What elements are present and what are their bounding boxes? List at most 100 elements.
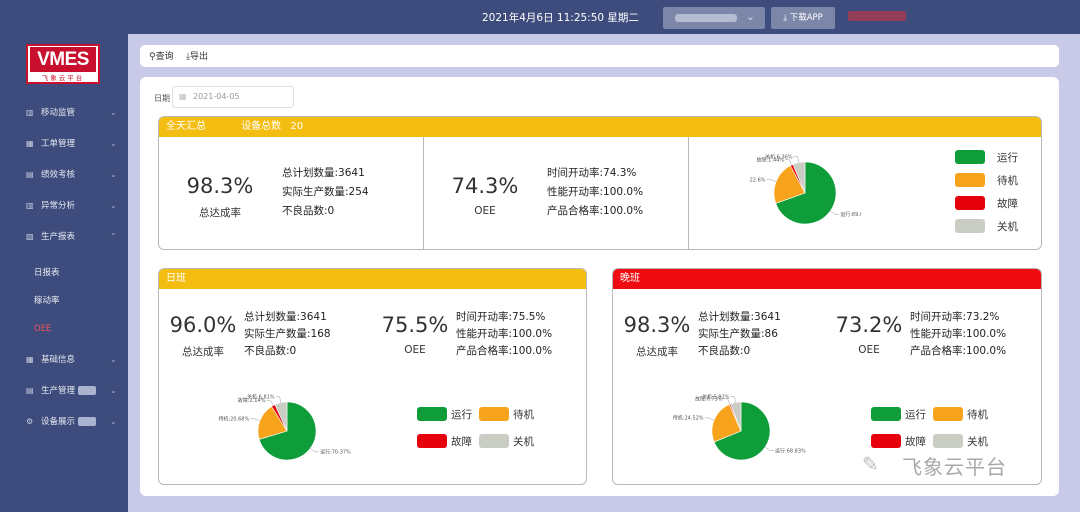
legend-swatch-running [417, 407, 447, 421]
legend-off: 关机 [967, 436, 988, 448]
legend-off: 关机 [997, 221, 1018, 233]
pie-label-off: 关机:6.81% [247, 394, 275, 401]
chevron-down-icon: ⌄ [110, 201, 117, 210]
legend-standby: 待机 [967, 409, 988, 421]
pie-leader-line [793, 156, 800, 163]
sidebar-item-device-display[interactable]: ⚙ 设备展示 ⌄ [0, 410, 128, 434]
pie-label-fault: 故障:2.14% [238, 397, 266, 404]
pie-leader-line [275, 396, 282, 403]
sidebar-item-production-report[interactable]: ▧ 生产报表 ⌃ [0, 225, 128, 249]
datetime-display: 2021年4月6日 11:25:50 星期二 [482, 12, 639, 24]
pie-slice-standby [773, 165, 806, 204]
sidebar-item-label: 生产管理 [41, 386, 76, 396]
legend-running: 运行 [905, 409, 926, 421]
query-label: 查询 [155, 52, 174, 62]
pie-label-running: 运行:70.37% [320, 449, 351, 456]
legend-swatch-standby [933, 407, 963, 421]
sidebar-subitem-utilization[interactable]: 稼动率 [34, 296, 60, 306]
completion-rate: 98.3% [623, 313, 691, 337]
pie-label-running: 运行:69.6% [840, 211, 861, 218]
legend-swatch-off [479, 434, 509, 448]
planned-quantity: 总计划数量:3641 [244, 311, 327, 323]
pie-leader-line [830, 210, 840, 215]
pie-leader-line [723, 398, 731, 405]
oee-label: OEE [404, 344, 426, 356]
download-app-label: 下载APP [789, 13, 823, 23]
legend-fault: 故障 [905, 436, 926, 448]
legend-swatch-standby [479, 407, 509, 421]
pie-leader-line [266, 399, 274, 406]
legend-swatch-running [955, 150, 985, 164]
legend-running: 运行 [451, 409, 472, 421]
sidebar-item-basic-info[interactable]: ▦ 基础信息 ⌄ [0, 348, 128, 372]
chevron-down-icon: ⌄ [110, 386, 117, 395]
oee-value: 73.2% [835, 313, 903, 337]
sidebar-item-anomaly[interactable]: ▥ 异常分析 ⌄ [0, 194, 128, 218]
legend-swatch-fault [417, 434, 447, 448]
date-value: 2021-04-05 [193, 92, 240, 101]
time-utilization-rate: 时间开动率:75.5% [456, 311, 546, 323]
pie-slice-standby [711, 404, 742, 443]
defect-count: 不良品数:0 [698, 345, 751, 357]
sidebar-item-monitoring[interactable]: ▥ 移动监管 ⌄ [0, 101, 128, 125]
summary-card-header: 全天汇总 设备总数 20 [159, 117, 1041, 137]
logo-brand: VMES [30, 47, 96, 72]
sidebar-item-label: 生产报表 [41, 232, 76, 242]
legend-standby: 待机 [513, 409, 534, 421]
summary-title: 全天汇总 [166, 121, 206, 132]
sidebar-item-production-mgmt[interactable]: ▤ 生产管理 ⌄ [0, 379, 128, 403]
sidebar-item-label: 移动监管 [41, 108, 76, 118]
pie-slice-running [258, 401, 317, 461]
blurred-account-link[interactable] [848, 11, 906, 21]
sidebar-item-label: 基础信息 [41, 355, 76, 365]
sidebar-item-performance[interactable]: ▤ 绩效考核 ⌄ [0, 163, 128, 187]
query-button[interactable]: ⚲查询 [149, 49, 174, 62]
document-icon: ▤ [26, 386, 34, 395]
watermark: ✎ 飞象云平台 [862, 449, 1052, 479]
pie-label-running: 运行:68.83% [775, 447, 806, 454]
grid-icon: ▦ [26, 139, 34, 148]
planned-quantity: 总计划数量:3641 [698, 311, 781, 323]
completion-label: 总达成率 [182, 346, 224, 358]
gear-icon: ⚙ [26, 417, 34, 426]
completion-label: 总达成率 [199, 207, 241, 219]
chevron-down-icon: ⌄ [110, 417, 117, 426]
download-icon: ⤓ [186, 52, 190, 62]
document-icon: ▤ [26, 170, 34, 179]
sidebar-subitem-oee[interactable]: OEE [34, 324, 52, 334]
date-picker[interactable]: ▦ 2021-04-05 [172, 86, 294, 108]
logo-subtitle: 飞象云平台 [41, 74, 85, 82]
report-icon: ▧ [26, 232, 34, 241]
sidebar-subitem-daily-report[interactable]: 日报表 [34, 268, 60, 278]
legend-swatch-running [871, 407, 901, 421]
summary-card: 全天汇总 设备总数 20 98.3% 总达成率 总计划数量:3641 实际生产数… [158, 116, 1042, 250]
night-shift-title: 晚班 [620, 273, 640, 284]
legend-off: 关机 [513, 436, 534, 448]
chart-icon: ▥ [26, 201, 34, 210]
report-panel: 日期 ▦ 2021-04-05 全天汇总 设备总数 20 98.3% 总达成率 … [140, 77, 1059, 496]
completion-rate: 98.3% [186, 174, 254, 198]
blurred-username [675, 14, 737, 22]
legend-running: 运行 [997, 152, 1018, 164]
download-icon: ⤓ [783, 13, 787, 23]
oee-value: 75.5% [381, 313, 449, 337]
download-app-button[interactable]: ⤓ 下载APP [771, 7, 835, 29]
oee-label: OEE [474, 205, 496, 217]
quality-rate: 产品合格率:100.0% [910, 345, 1007, 357]
chevron-down-icon: ⌄ [110, 355, 117, 364]
wechat-icon: ✎ [862, 452, 879, 476]
sidebar-item-work-orders[interactable]: ▦ 工单管理 ⌄ [0, 132, 128, 156]
status-pie-chart: 运行:69.6% 待机:22.6% 故障:1.44%关机:6.36% [749, 154, 861, 225]
export-button[interactable]: ⤓导出 [186, 49, 208, 62]
pie-leader-line [310, 448, 320, 453]
badge-tag [78, 386, 96, 395]
chevron-up-icon: ⌃ [110, 232, 117, 241]
status-pie-chart: 运行:70.37% 待机:20.68% 故障:2.14%关机:6.81% [218, 394, 351, 461]
actual-quantity: 实际生产数量:168 [244, 328, 331, 340]
pie-label-standby: 待机:22.6% [749, 176, 766, 183]
legend-fault: 故障 [997, 198, 1018, 210]
user-select[interactable]: ⌄ [663, 7, 765, 29]
device-count-label: 设备总数 [241, 121, 282, 132]
pie-slice-standby [257, 406, 288, 440]
legend-swatch-standby [955, 173, 985, 187]
